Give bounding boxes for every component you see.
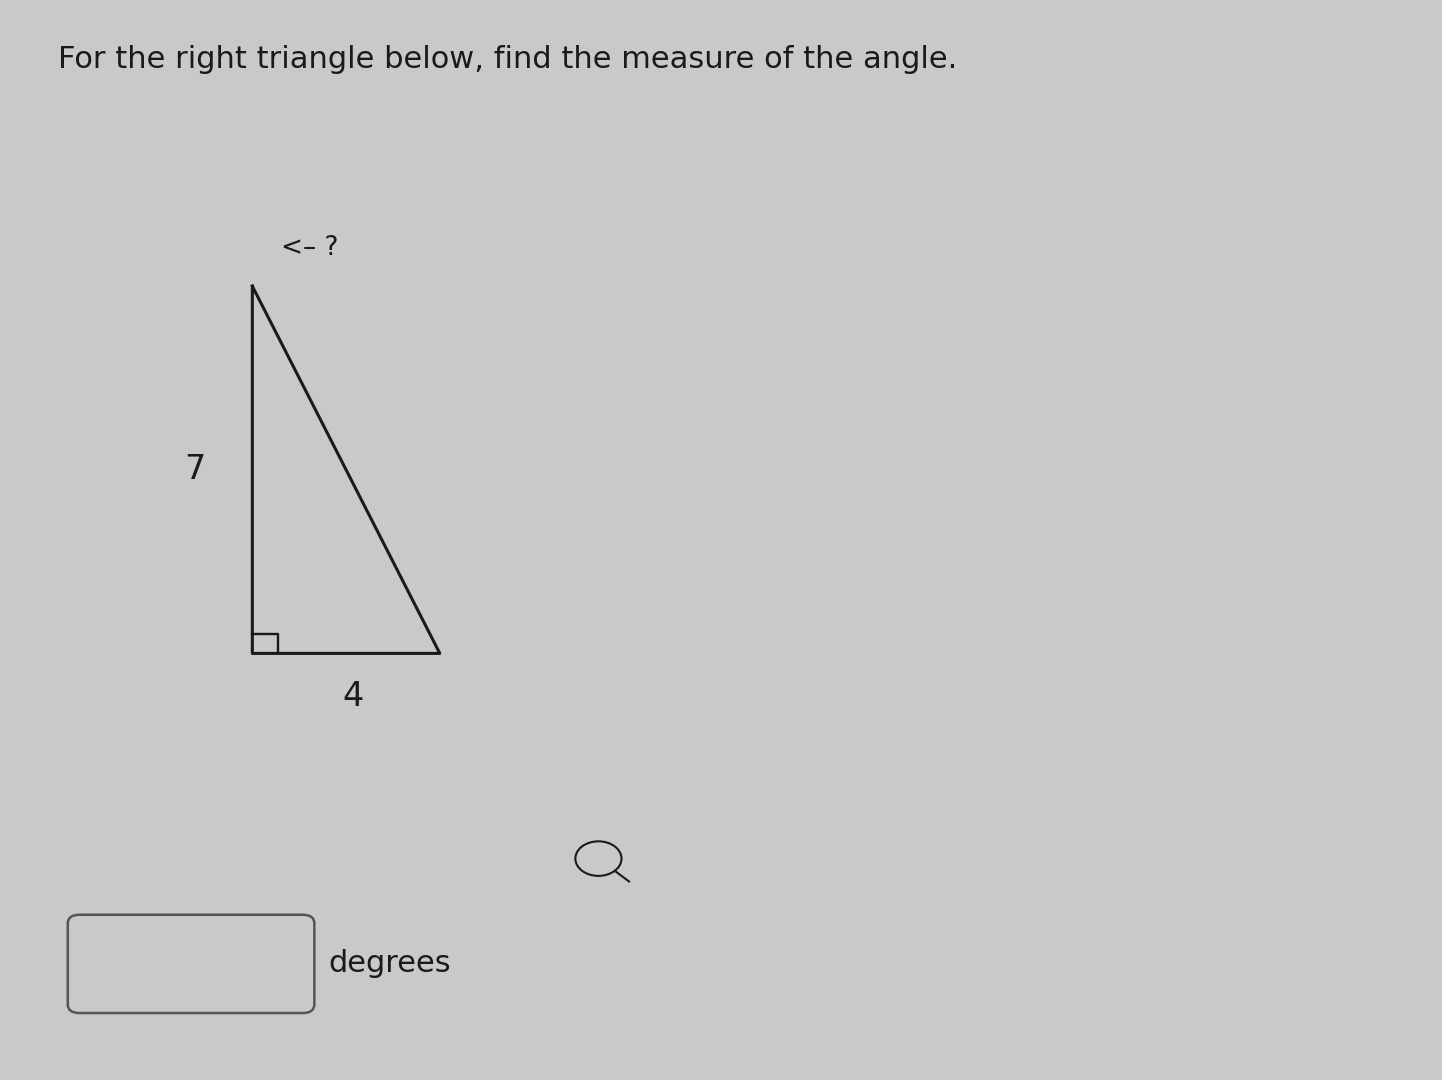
Text: 7: 7: [185, 454, 205, 486]
Text: degrees: degrees: [329, 949, 451, 977]
Text: For the right triangle below, find the measure of the angle.: For the right triangle below, find the m…: [58, 45, 957, 73]
Text: 4: 4: [343, 680, 363, 713]
Text: <– ?: <– ?: [281, 235, 339, 261]
FancyBboxPatch shape: [68, 915, 314, 1013]
